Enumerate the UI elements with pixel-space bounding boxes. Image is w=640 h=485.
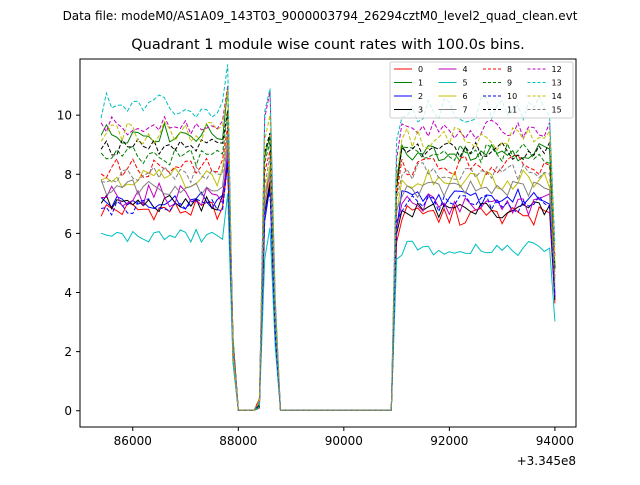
x-tick-label: 94000 — [536, 434, 574, 448]
y-tick-label: 4 — [64, 286, 72, 300]
y-tick-label: 8 — [64, 168, 72, 182]
series-line-4 — [101, 149, 556, 411]
legend-label-7: 7 — [463, 106, 468, 115]
legend-label-0: 0 — [418, 65, 423, 74]
y-tick-label: 0 — [64, 404, 72, 418]
legend-label-1: 1 — [418, 79, 423, 88]
chart-suptitle: Data file: modeM0/AS1A09_143T03_90000037… — [63, 9, 578, 23]
y-tick-label: 10 — [57, 109, 72, 123]
legend-label-3: 3 — [418, 106, 423, 115]
series-line-12 — [100, 85, 556, 411]
series-line-14 — [100, 89, 556, 411]
x-axis: 86000 88000 90000 92000 94000 — [114, 427, 574, 448]
series-line-8 — [100, 126, 556, 411]
x-tick-label: 92000 — [430, 434, 468, 448]
series-layer — [100, 64, 556, 411]
x-tick-label: 86000 — [114, 434, 152, 448]
series-line-10 — [101, 162, 556, 411]
series-line-5 — [100, 193, 556, 411]
legend-label-13: 13 — [552, 79, 562, 88]
legend-label-4: 4 — [463, 65, 468, 74]
legend-label-11: 11 — [507, 106, 517, 115]
legend-label-5: 5 — [463, 79, 468, 88]
legend-label-10: 10 — [507, 92, 517, 101]
legend-label-8: 8 — [507, 65, 512, 74]
y-tick-label: 6 — [64, 227, 72, 241]
series-line-15 — [101, 132, 556, 411]
y-axis: 0 2 4 6 8 10 — [57, 109, 80, 418]
series-line-1 — [100, 88, 556, 411]
legend-label-2: 2 — [418, 92, 423, 101]
x-tick-label: 88000 — [219, 434, 257, 448]
plot-frame — [79, 58, 577, 428]
y-tick-label: 2 — [64, 345, 72, 359]
legend-label-12: 12 — [552, 65, 562, 74]
x-offset-label: +3.345e8 — [517, 454, 576, 468]
legend-label-6: 6 — [463, 92, 468, 101]
legend-label-15: 15 — [552, 106, 562, 115]
series-line-7 — [100, 140, 556, 411]
legend-box — [389, 61, 574, 119]
legend-label-14: 14 — [552, 92, 562, 101]
series-line-6 — [100, 133, 556, 411]
x-tick-label: 90000 — [325, 434, 363, 448]
legend-label-9: 9 — [507, 79, 512, 88]
chart-title: Quadrant 1 module wise count rates with … — [131, 37, 525, 53]
